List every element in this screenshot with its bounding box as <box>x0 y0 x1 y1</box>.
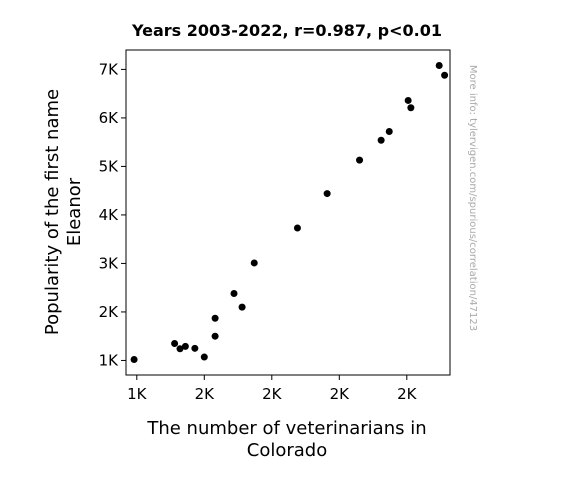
x-tick-label: 2K <box>397 385 418 403</box>
x-tick-label: 2K <box>262 385 283 403</box>
data-point <box>191 344 199 352</box>
data-point <box>407 104 415 112</box>
plot-area <box>125 49 451 376</box>
y-tick-label: 5K <box>99 157 120 175</box>
y-tick-label: 4K <box>99 206 120 224</box>
data-point <box>441 71 449 79</box>
data-point <box>238 303 246 311</box>
data-point <box>435 62 443 70</box>
data-point <box>323 190 331 198</box>
x-axis-label-line-1: The number of veterinarians in <box>146 418 426 439</box>
x-axis-label-line-2: Colorado <box>247 440 327 461</box>
y-tick-label: 7K <box>99 60 120 78</box>
data-point <box>385 127 393 135</box>
data-point <box>211 314 219 322</box>
y-tick-label: 6K <box>99 109 120 127</box>
data-point <box>404 96 412 104</box>
data-point <box>176 345 184 353</box>
y-tick-label: 1K <box>99 351 120 369</box>
source-watermark: More info: tylervigen.com/spurious/corre… <box>467 65 478 331</box>
x-tick-label: 2K <box>195 385 216 403</box>
x-tick-label: 1K <box>127 385 148 403</box>
y-axis-label-line-2: Eleanor <box>64 177 85 246</box>
data-point <box>200 353 208 361</box>
x-tick-label: 2K <box>330 385 351 403</box>
chart-title: Years 2003-2022, r=0.987, p<0.01 <box>131 21 442 40</box>
data-point <box>181 342 189 350</box>
y-axis: 1K 2K 3K 4K 5K 6K 7K <box>99 60 126 369</box>
x-axis: 1K 2K 2K 2K 2K <box>127 375 418 403</box>
data-point <box>171 339 179 347</box>
data-point <box>211 332 219 340</box>
data-point <box>377 136 385 144</box>
data-points <box>130 62 449 363</box>
y-tick-label: 2K <box>99 303 120 321</box>
data-point <box>130 355 138 363</box>
y-tick-label: 3K <box>99 254 120 272</box>
data-point <box>293 224 301 232</box>
data-point <box>356 156 364 164</box>
data-point <box>230 290 238 298</box>
y-axis-label-line-1: Popularity of the first name <box>42 89 63 335</box>
data-point <box>250 259 258 267</box>
